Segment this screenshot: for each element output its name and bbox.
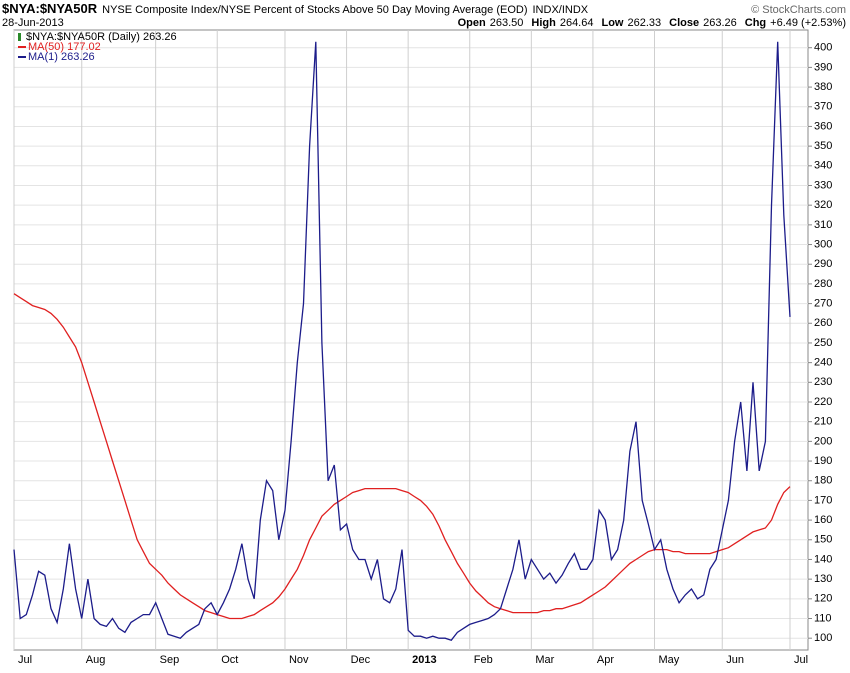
quote: Open 263.50 High 264.64 Low 262.33 Close 263.26… <box>458 17 846 29</box>
header-line: $NYA:$NYA50R NYSE Composite Index/NYSE Pe… <box>2 1 589 16</box>
y-tick-label: 310 <box>814 219 832 231</box>
y-tick-label: 390 <box>814 61 832 73</box>
y-tick-label: 400 <box>814 42 832 54</box>
y-tick-label: 190 <box>814 455 832 467</box>
y-tick-label: 160 <box>814 514 832 526</box>
y-tick-label: 230 <box>814 376 832 388</box>
copyright: © StockCharts.com <box>751 4 846 16</box>
y-tick-label: 210 <box>814 416 832 428</box>
y-tick-label: 300 <box>814 238 832 250</box>
x-tick-label: Mar <box>535 654 554 666</box>
y-tick-label: 380 <box>814 81 832 93</box>
y-tick-label: 350 <box>814 140 832 152</box>
y-tick-label: 240 <box>814 357 832 369</box>
x-tick-label: Oct <box>221 654 238 666</box>
y-tick-label: 180 <box>814 475 832 487</box>
y-tick-label: 370 <box>814 101 832 113</box>
date: 28-Jun-2013 <box>2 17 64 29</box>
quote-label: Open <box>458 17 486 29</box>
exchange: INDX/INDX <box>533 4 589 16</box>
quote-value: 263.26 <box>703 17 737 29</box>
y-tick-label: 320 <box>814 199 832 211</box>
symbol: $NYA:$NYA50R <box>2 1 98 16</box>
y-tick-label: 120 <box>814 593 832 605</box>
y-tick-label: 200 <box>814 435 832 447</box>
quote-label: Chg <box>745 17 766 29</box>
quote-value: 263.50 <box>490 17 524 29</box>
y-tick-label: 170 <box>814 494 832 506</box>
y-tick-label: 140 <box>814 553 832 565</box>
x-tick-label: Sep <box>160 654 180 666</box>
y-tick-label: 100 <box>814 632 832 644</box>
y-tick-label: 220 <box>814 396 832 408</box>
description: NYSE Composite Index/NYSE Percent of Sto… <box>102 4 527 16</box>
legend-icon <box>18 33 21 41</box>
x-tick-label: May <box>659 654 680 666</box>
quote-value: 262.33 <box>627 17 661 29</box>
legend-label: MA(50) 177.02 <box>28 41 101 53</box>
quote-label: Low <box>601 17 623 29</box>
y-tick-label: 290 <box>814 258 832 270</box>
y-tick-label: 110 <box>814 612 832 624</box>
x-tick-label: Jul <box>794 654 808 666</box>
series-line <box>13 41 791 641</box>
legend-title: $NYA:$NYA50R (Daily) 263.26 <box>26 31 177 43</box>
x-tick-label: 2013 <box>412 654 436 666</box>
y-tick-label: 130 <box>814 573 832 585</box>
x-tick-label: Jun <box>726 654 744 666</box>
y-tick-label: 360 <box>814 120 832 132</box>
x-tick-label: Jul <box>18 654 32 666</box>
x-tick-label: Feb <box>474 654 493 666</box>
quote-value: 264.64 <box>560 17 594 29</box>
x-tick-label: Aug <box>86 654 106 666</box>
x-tick-label: Apr <box>597 654 614 666</box>
series-line <box>13 293 791 620</box>
legend-label: MA(1) 263.26 <box>28 51 95 63</box>
quote-label: High <box>531 17 556 29</box>
y-tick-label: 150 <box>814 534 832 546</box>
y-tick-label: 250 <box>814 337 832 349</box>
x-tick-label: Nov <box>289 654 309 666</box>
y-tick-label: 260 <box>814 317 832 329</box>
y-tick-label: 340 <box>814 160 832 172</box>
quote-label: Close <box>669 17 699 29</box>
y-tick-label: 280 <box>814 278 832 290</box>
quote-value: +6.49 (+2.53%) <box>770 17 846 29</box>
legend: $NYA:$NYA50R (Daily) 263.26 MA(50) 177.0… <box>18 31 177 63</box>
x-tick-label: Dec <box>351 654 371 666</box>
y-tick-label: 330 <box>814 179 832 191</box>
plot-frame <box>13 29 809 651</box>
y-tick-label: 270 <box>814 297 832 309</box>
